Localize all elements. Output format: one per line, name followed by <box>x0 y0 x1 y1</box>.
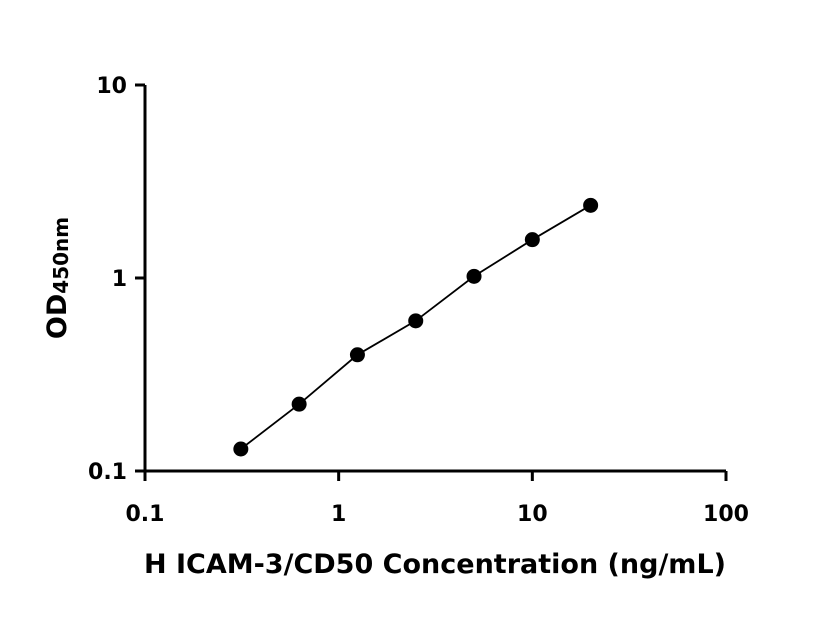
x-axis-title: H ICAM-3/CD50 Concentration (ng/mL) <box>144 549 726 580</box>
x-tick-label: 0.1 <box>126 502 165 527</box>
x-tick-label: 1 <box>331 502 346 527</box>
x-tick-label: 10 <box>517 502 548 527</box>
data-point <box>524 232 540 248</box>
data-point <box>291 396 307 412</box>
x-ticks: 0.1 1 10 100 <box>126 471 749 527</box>
y-tick-label: 10 <box>96 74 127 99</box>
data-point <box>349 347 365 363</box>
y-ticks: 0.1 1 10 <box>88 74 145 485</box>
y-axis-title: OD450nm <box>42 217 73 339</box>
data-point <box>233 441 249 457</box>
y-axis-title-main: OD <box>42 294 73 339</box>
y-axis-title-subscript: 450nm <box>49 217 73 294</box>
x-tick-label: 100 <box>703 502 749 527</box>
data-points <box>233 197 599 457</box>
data-point <box>408 313 424 329</box>
data-point <box>583 197 599 213</box>
axes <box>143 85 726 473</box>
y-tick-label: 1 <box>112 267 127 292</box>
y-tick-label: 0.1 <box>88 460 127 485</box>
data-point <box>466 268 482 284</box>
